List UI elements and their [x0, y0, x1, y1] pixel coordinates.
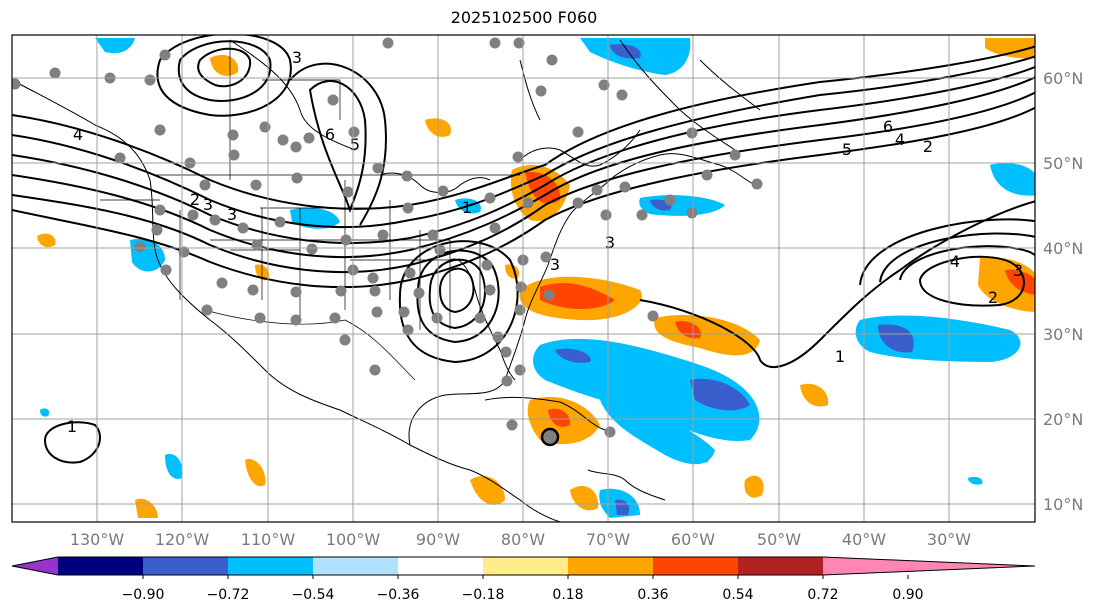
colorbar-segment [313, 557, 398, 575]
colorbar-tick-label: −0.54 [292, 587, 335, 603]
lon-label: 60°W [671, 530, 715, 549]
lon-label: 80°W [501, 530, 545, 549]
colorbar-tick-label: −0.18 [462, 587, 505, 603]
graticule [12, 35, 1035, 522]
contour-label: 6 [883, 117, 893, 136]
contour-label: 6 [325, 125, 335, 144]
colorbar: −0.90 −0.72 −0.54 −0.36 −0.18 0.18 0.36 … [11, 556, 1036, 603]
lon-label: 100°W [326, 530, 381, 549]
colorbar-segment [653, 557, 738, 575]
colorbar-segment [823, 557, 1035, 575]
contour-label: 3 [292, 48, 302, 67]
colorbar-segment [58, 557, 143, 575]
lon-label: 130°W [70, 530, 125, 549]
contour-label: 2 [923, 137, 933, 156]
contour-label: 4 [950, 252, 960, 271]
lon-label: 120°W [155, 530, 210, 549]
contour-label: 4 [895, 130, 905, 149]
contour-label: 3 [605, 233, 615, 252]
contour-label: 3 [1013, 261, 1023, 280]
contour-label: 3 [550, 255, 560, 274]
lon-label: 90°W [416, 530, 460, 549]
lat-label: 50°N [1043, 154, 1083, 173]
contour-label: 3 [203, 195, 213, 214]
colorbar-tick-label: 0.18 [552, 587, 583, 603]
colorbar-segment [483, 557, 568, 575]
colorbar-tick-label: 0.36 [637, 587, 668, 603]
colorbar-segment [568, 557, 653, 575]
contour-labels: 3 6 5 3 4 3 2 3 3 1 6 5 4 2 4 3 2 1 1 [67, 48, 1023, 436]
colorbar-tick-label: 0.54 [722, 587, 753, 603]
selected-station-marker [540, 427, 560, 447]
colorbar-tick-label: 0.90 [892, 587, 923, 603]
lat-label: 40°N [1043, 239, 1083, 258]
colorbar-segment [12, 557, 58, 575]
colorbar-segment [228, 557, 313, 575]
colorbar-tick-label: 0.72 [807, 587, 838, 603]
contour-label: 4 [73, 125, 83, 144]
anomaly-shading [37, 38, 1035, 518]
contour-label: 1 [67, 417, 77, 436]
contour-label: 3 [227, 205, 237, 224]
lon-label: 50°W [757, 530, 801, 549]
colorbar-segment [398, 557, 483, 575]
contour-label: 5 [842, 140, 852, 159]
lat-label: 60°N [1043, 69, 1083, 88]
map-border [11, 34, 1036, 523]
colorbar-segment [143, 557, 228, 575]
latitude-labels: 60°N 50°N 40°N 30°N 20°N 10°N [1043, 69, 1083, 514]
colorbar-tick-label: −0.72 [207, 587, 250, 603]
colorbar-tick-label: −0.90 [122, 587, 165, 603]
colorbar-tick-label: −0.36 [377, 587, 420, 603]
lon-label: 70°W [586, 530, 630, 549]
colorbar-segment [738, 557, 823, 575]
contour-label: 1 [835, 347, 845, 366]
contour-label: 2 [988, 288, 998, 307]
contour-label: 5 [350, 135, 360, 154]
longitude-labels: 130°W 120°W 110°W 100°W 90°W 80°W 70°W 6… [70, 530, 971, 549]
station-markers [12, 37, 763, 438]
lon-label: 30°W [927, 530, 971, 549]
lat-label: 20°N [1043, 410, 1083, 429]
contour-label: 2 [190, 190, 200, 209]
contour-label: 1 [462, 198, 472, 217]
lon-label: 110°W [241, 530, 296, 549]
lon-label: 40°W [842, 530, 886, 549]
map-title: 2025102500 F060 [450, 8, 598, 27]
lat-label: 30°N [1043, 325, 1083, 344]
lat-label: 10°N [1043, 495, 1083, 514]
